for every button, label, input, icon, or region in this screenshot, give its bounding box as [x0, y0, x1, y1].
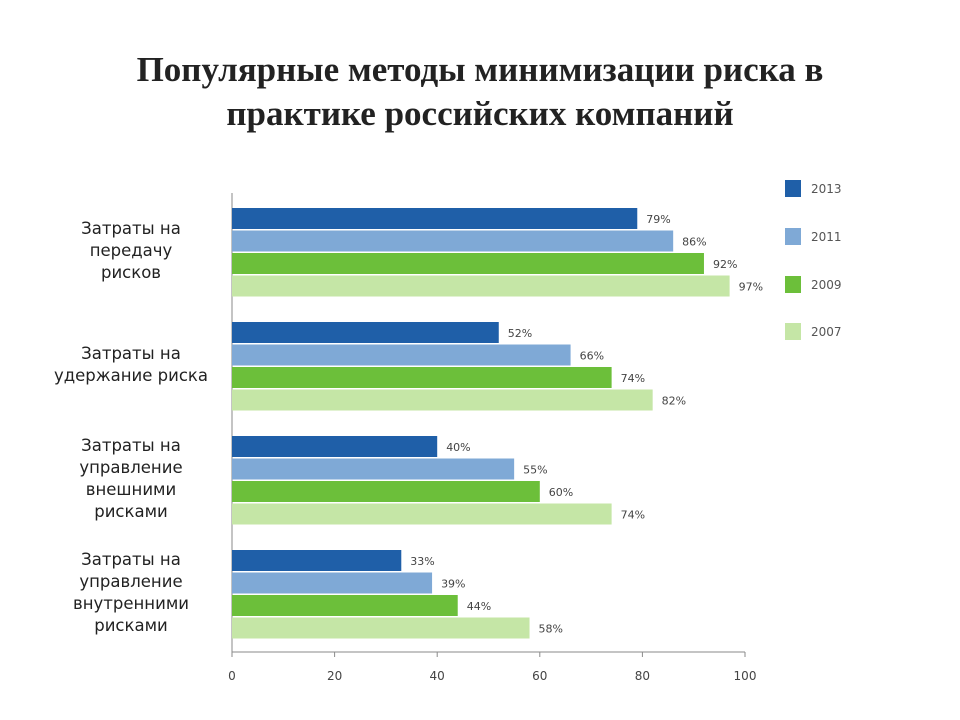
slide-title: Популярные методы минимизации риска в пр…: [60, 48, 900, 136]
bar-value-label: 66%: [580, 350, 604, 363]
bar: [232, 344, 571, 366]
bar-value-label: 92%: [713, 258, 737, 271]
bar-value-label: 33%: [410, 555, 434, 568]
bar: [232, 436, 438, 457]
category-label: внешними: [86, 480, 176, 499]
bar: [232, 275, 730, 297]
bar: [232, 389, 653, 411]
bar-value-label: 60%: [549, 486, 573, 499]
x-tick-label: 20: [327, 669, 342, 683]
bar: [232, 322, 499, 343]
legend-label: 2009: [811, 278, 842, 292]
bar: [232, 458, 515, 480]
bar-value-label: 79%: [646, 213, 670, 226]
category-label: управление: [79, 458, 182, 477]
category-label: Затраты на: [81, 436, 181, 455]
x-tick-label: 80: [635, 669, 650, 683]
legend-swatch: [785, 323, 801, 340]
bar: [232, 595, 458, 616]
legend-label: 2007: [811, 325, 842, 339]
title-line-1: Популярные методы минимизации риска в: [136, 50, 824, 89]
bar-value-label: 74%: [621, 509, 645, 522]
category-label: Затраты на: [81, 550, 181, 569]
bar: [232, 617, 530, 639]
x-tick-label: 60: [532, 669, 547, 683]
bar: [232, 230, 674, 252]
legend-label: 2011: [811, 230, 842, 244]
bar-value-label: 44%: [467, 600, 491, 613]
x-tick-label: 0: [228, 669, 236, 683]
category-label: рисками: [94, 502, 168, 521]
bar: [232, 253, 704, 274]
bar-value-label: 74%: [621, 372, 645, 385]
category-label: рисков: [101, 263, 161, 282]
category-label: Затраты на: [81, 344, 181, 363]
legend-swatch: [785, 228, 801, 245]
bar: [232, 481, 540, 502]
bar: [232, 550, 402, 571]
title-line-2: практике российских компаний: [226, 94, 734, 133]
x-tick-label: 100: [734, 669, 757, 683]
bar-value-label: 97%: [739, 281, 763, 294]
category-label: удержание риска: [54, 366, 208, 385]
bar-value-label: 40%: [446, 441, 470, 454]
bar: [232, 503, 612, 525]
bar: [232, 208, 638, 229]
category-label: управление: [79, 572, 182, 591]
bar: [232, 572, 433, 594]
legend-swatch: [785, 276, 801, 293]
category-label: внутренними: [73, 594, 189, 613]
category-label: передачу: [90, 241, 173, 260]
bar-value-label: 39%: [441, 578, 465, 591]
x-tick-label: 40: [430, 669, 445, 683]
bar-value-label: 52%: [508, 327, 532, 340]
bar-value-label: 58%: [539, 623, 563, 636]
category-label: рисками: [94, 616, 168, 635]
bar-value-label: 86%: [682, 236, 706, 249]
bar-value-label: 82%: [662, 395, 686, 408]
legend-label: 2013: [811, 182, 842, 196]
category-label: Затраты на: [81, 219, 181, 238]
legend-swatch: [785, 180, 801, 197]
bar-value-label: 55%: [523, 464, 547, 477]
bar: [232, 367, 612, 388]
